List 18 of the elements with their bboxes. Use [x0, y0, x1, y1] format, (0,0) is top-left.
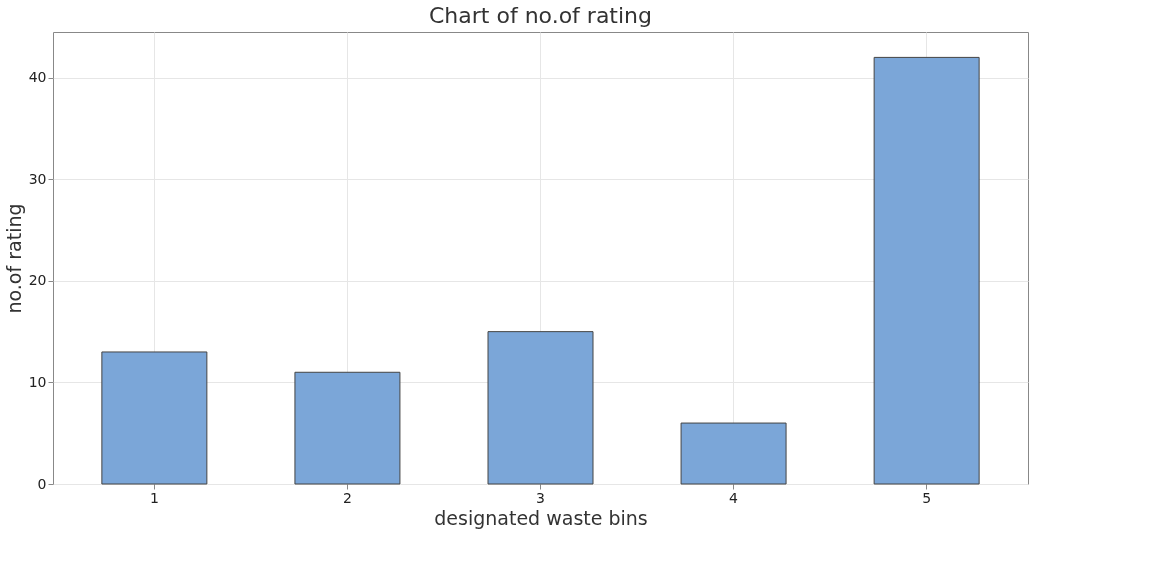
y-tick-label: 10 [28, 373, 47, 390]
bar [487, 331, 594, 485]
y-tick-label: 20 [28, 272, 47, 289]
chart-title: Chart of no.of rating [428, 3, 653, 28]
x-tick-label: 3 [536, 489, 545, 506]
x-axis-title: designated waste bins [434, 506, 648, 529]
bar [680, 422, 787, 485]
y-tick-label: 0 [37, 475, 47, 492]
x-tick-label: 1 [149, 489, 159, 506]
y-tick-label: 40 [28, 69, 47, 86]
x-tick-label: 5 [922, 489, 932, 506]
y-tick-label: 30 [28, 170, 47, 187]
x-tick-label: 2 [342, 489, 352, 506]
bar [101, 351, 208, 485]
bar [294, 371, 401, 485]
bar [873, 56, 980, 485]
y-axis-title: no.of rating [2, 203, 25, 314]
x-tick-label: 4 [729, 489, 739, 506]
